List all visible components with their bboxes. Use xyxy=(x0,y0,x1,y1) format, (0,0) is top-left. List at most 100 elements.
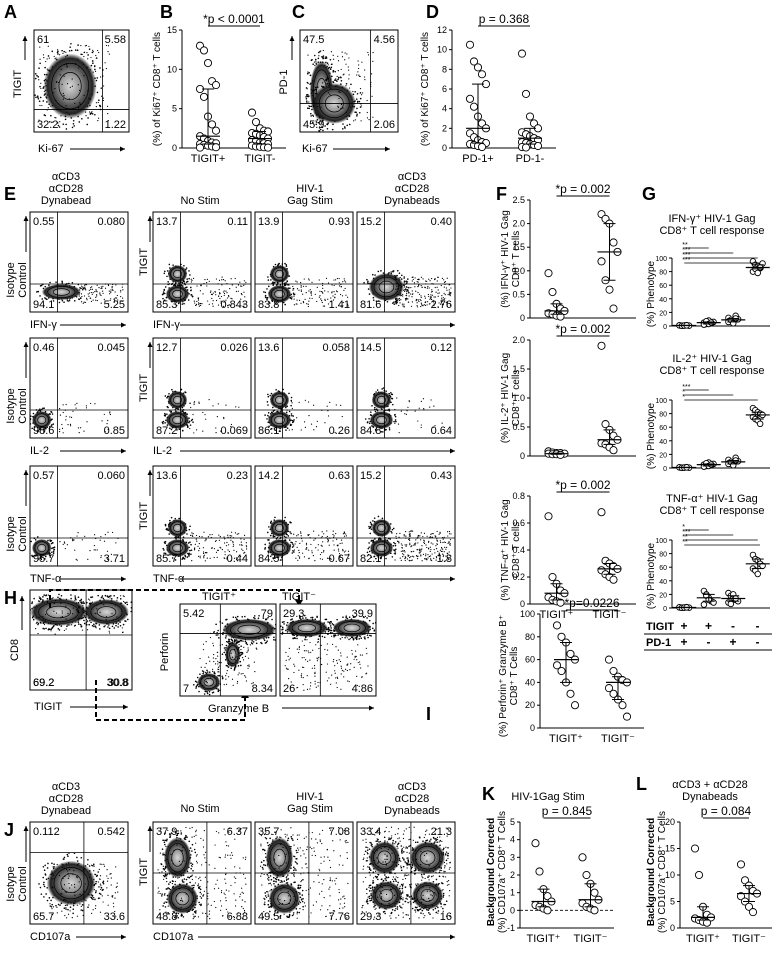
group-label: TIGIT+ xyxy=(191,153,226,165)
quadrant-lr-value: 7.76 xyxy=(329,911,350,923)
y-tick-label: 6 xyxy=(442,84,447,94)
y-tick-label: 100 xyxy=(520,609,535,619)
panel-letter-d: D xyxy=(426,2,439,22)
p-value: *p = 0.002 xyxy=(555,182,610,196)
data-point xyxy=(204,59,211,66)
data-point xyxy=(610,239,617,246)
y-tick-label: 60 xyxy=(659,283,667,290)
svg-text:TIGIT: TIGIT xyxy=(12,70,24,98)
y-axis-label-i: (%) Perforin⁺ Granzyme B⁺CD8⁺ T Cells xyxy=(498,615,520,737)
quadrant-ur-value: 0.045 xyxy=(97,342,125,354)
y-tick-label: 0 xyxy=(442,143,447,153)
quadrant-ur-value: 0.40 xyxy=(431,216,452,228)
svg-text:CD8⁺ T cells: CD8⁺ T cells xyxy=(511,522,522,579)
quadrant-ur-value: 0.12 xyxy=(431,342,452,354)
data-point xyxy=(208,121,215,128)
data-point xyxy=(549,288,556,295)
y-tick-label: 2 xyxy=(442,123,447,133)
quadrant-ll-value: 7 xyxy=(183,683,189,695)
y-axis-label-g: (%) Phenotype xyxy=(646,402,657,469)
y-axis-label-b: (%) of Ki67⁺ CD8⁺ T cells xyxy=(152,32,163,146)
quadrant-ll-value: 65.7 xyxy=(33,911,54,923)
quadrant-lr-value: 0.843 xyxy=(220,299,248,311)
y-tick-label: 8 xyxy=(442,64,447,74)
data-point xyxy=(200,93,207,100)
svg-text:(%) TNF-α⁺ HIV-1 Gag: (%) TNF-α⁺ HIV-1 Gag xyxy=(500,499,511,600)
panel-letter-b: B xyxy=(160,2,173,22)
svg-text:HIV-1: HIV-1 xyxy=(296,183,324,195)
quadrant-ur-value: 5.58 xyxy=(105,34,126,46)
y-tick-label: 20 xyxy=(525,700,535,710)
quadrant-ul-value: 13.6 xyxy=(258,342,279,354)
quadrant-ul-value: 15.2 xyxy=(360,470,381,482)
y-axis-label-tigit: TIGIT xyxy=(138,374,150,402)
data-point xyxy=(252,118,259,125)
x-axis-label-e-iso: TNF-α xyxy=(30,573,62,585)
panel-letter-f: F xyxy=(496,184,507,204)
svg-text:αCD3: αCD3 xyxy=(52,171,80,183)
quadrant-ll-value: 86.1 xyxy=(258,425,279,437)
y-tick-label: 40 xyxy=(659,579,667,586)
panel-letter-a: A xyxy=(4,2,17,22)
y-axis-label-k: Background Corrected(%) CD107a⁺ CD8⁺ T C… xyxy=(486,811,508,933)
quadrant-ll-value: 85.7 xyxy=(156,553,177,565)
y-tick-label: 12 xyxy=(437,25,447,35)
svg-text:TNF-α⁺ HIV-1 Gag: TNF-α⁺ HIV-1 Gag xyxy=(666,493,758,505)
y-axis-label-g: (%) Phenotype xyxy=(646,542,657,609)
quadrant-ll-value: 95.7 xyxy=(33,553,54,565)
quadrant-lr-value: 2.76 xyxy=(431,299,452,311)
data-point xyxy=(558,667,565,674)
data-point xyxy=(605,656,612,663)
data-point xyxy=(478,143,485,150)
svg-text:Dynabeads: Dynabeads xyxy=(384,195,440,207)
p-value: p = 0.368 xyxy=(479,12,530,26)
quadrant-lr-value: 0.85 xyxy=(104,425,125,437)
data-point xyxy=(610,447,617,454)
y-tick-label: 3 xyxy=(510,852,515,862)
quadrant-ul-value: 33.4 xyxy=(360,826,381,838)
svg-text:(%) Phenotype: (%) Phenotype xyxy=(646,542,657,609)
group-label: TIGIT⁻ xyxy=(732,933,766,945)
y-tick-label: 20 xyxy=(659,452,667,459)
quadrant-ll-value: 85.3 xyxy=(156,299,177,311)
svg-text:CD8⁺ T cell response: CD8⁺ T cell response xyxy=(659,225,764,237)
svg-text:αCD3: αCD3 xyxy=(398,171,426,183)
data-point xyxy=(532,840,539,847)
quadrant-lr-value: 5.25 xyxy=(104,299,125,311)
y-tick-label: 80 xyxy=(659,552,667,559)
svg-text:Isotype: Isotype xyxy=(5,262,17,297)
quadrant-ur-value: 7.08 xyxy=(329,826,350,838)
data-point xyxy=(571,702,578,709)
p-value: *p=0.0226 xyxy=(564,596,619,610)
y-tick-label: 0 xyxy=(520,599,525,609)
quadrant-ul-value: 12.7 xyxy=(156,342,177,354)
y-tick-label: 2 xyxy=(510,870,515,880)
row-label-pd1: PD-1 xyxy=(646,637,671,649)
x-axis-label-a: Ki-67 xyxy=(38,143,64,155)
group-label: TIGIT⁺ xyxy=(549,733,583,745)
significance-marker: *** xyxy=(682,257,690,264)
header-j-gag: HIV-1Gag Stim xyxy=(287,791,333,815)
group-label: TIGIT⁺ xyxy=(527,933,561,945)
svg-text:TIGIT: TIGIT xyxy=(138,374,150,402)
quadrant-ur-value: 6.37 xyxy=(227,826,248,838)
y-tick-label: 40 xyxy=(659,439,667,446)
svg-text:IFN-γ⁺ HIV-1 Gag: IFN-γ⁺ HIV-1 Gag xyxy=(668,213,755,225)
y-tick-label: 1 xyxy=(510,888,515,898)
y-tick-label: 0.8 xyxy=(512,491,525,501)
pd1-sign: - xyxy=(707,635,711,649)
data-point xyxy=(545,513,552,520)
data-point xyxy=(534,142,541,149)
quadrant-ur-value: 0.63 xyxy=(329,470,350,482)
quadrant-lr-value: 0.44 xyxy=(227,553,248,565)
svg-text:(%) of Ki67⁺ CD8⁺ T cells: (%) of Ki67⁺ CD8⁺ T cells xyxy=(420,32,431,146)
